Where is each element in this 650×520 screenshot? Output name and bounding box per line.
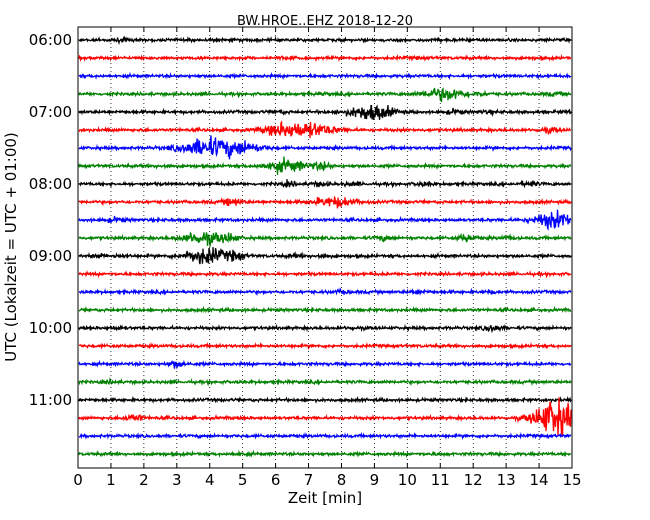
trace-0730-line <box>78 135 572 160</box>
trace-1115-line <box>78 397 572 437</box>
x-axis-label: Zeit [min] <box>288 489 362 507</box>
trace-0745-line <box>78 156 572 175</box>
trace-1145-line <box>78 449 572 459</box>
x-tick-label-15: 15 <box>562 471 581 489</box>
trace-0600-line <box>78 35 572 46</box>
y-tick-label-0900: 09:00 <box>29 247 72 265</box>
y-tick-label-1100: 11:00 <box>29 391 72 409</box>
x-tick-label-8: 8 <box>337 471 347 489</box>
chart-title: BW.HROE..EHZ 2018-12-20 <box>237 14 413 29</box>
trace-1045-line <box>78 376 572 387</box>
plot-frame <box>77 26 573 469</box>
trace-0930-line <box>78 287 572 297</box>
trace-0915-line <box>78 270 572 279</box>
trace-0900-line <box>78 247 572 265</box>
trace-0830-line <box>78 209 572 231</box>
x-tick-label-13: 13 <box>497 471 516 489</box>
trace-0945-line <box>78 305 572 314</box>
trace-0715-line <box>78 120 572 139</box>
y-tick-label-0800: 08:00 <box>29 175 72 193</box>
trace-0700-line <box>78 104 572 120</box>
trace-1000-line <box>78 323 572 334</box>
y-tick-label-0600: 06:00 <box>29 31 72 49</box>
x-tick-label-2: 2 <box>139 471 149 489</box>
x-tick-group: 0 1 2 3 4 5 6 7 8 9 10 11 12 13 14 15 <box>73 27 582 489</box>
x-tick-label-4: 4 <box>205 471 215 489</box>
trace-1015-line <box>78 341 572 350</box>
y-tick-label-0700: 07:00 <box>29 103 72 121</box>
x-tick-label-14: 14 <box>530 471 549 489</box>
trace-0645-line <box>78 87 572 103</box>
x-tick-label-10: 10 <box>398 471 417 489</box>
y-axis-label: UTC (Lokalzeit = UTC + 01:00) <box>2 132 20 362</box>
x-tick-label-5: 5 <box>238 471 248 489</box>
trace-0615-line <box>78 54 572 63</box>
y-tick-group: 06:00 07:00 08:00 09:00 10:00 11:00 <box>29 31 572 409</box>
trace-1030-line <box>78 359 572 370</box>
x-tick-label-9: 9 <box>370 471 380 489</box>
x-tick-label-3: 3 <box>172 471 182 489</box>
x-tick-label-6: 6 <box>271 471 281 489</box>
grid-group <box>110 27 540 468</box>
x-tick-label-0: 0 <box>73 471 83 489</box>
trace-group <box>78 35 572 459</box>
x-tick-label-12: 12 <box>464 471 483 489</box>
trace-1130-line <box>78 431 572 440</box>
y-tick-label-1000: 10:00 <box>29 319 72 337</box>
x-tick-label-11: 11 <box>431 471 450 489</box>
trace-0800-line <box>78 179 572 189</box>
trace-0630-line <box>78 71 572 81</box>
x-tick-label-1: 1 <box>106 471 116 489</box>
trace-0815-line <box>78 195 572 209</box>
trace-0845-line <box>78 231 572 247</box>
trace-1100-line <box>78 395 572 404</box>
x-tick-label-7: 7 <box>304 471 314 489</box>
